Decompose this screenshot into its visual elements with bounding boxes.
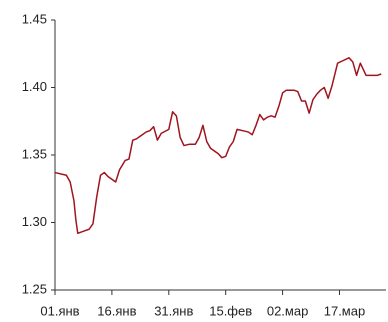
x-tick-label: 15.фев	[209, 303, 252, 318]
x-tick-label: 17.мар	[324, 303, 365, 318]
x-tick-label: 31.янв	[154, 303, 193, 318]
x-tick-label: 16.янв	[97, 303, 136, 318]
x-tick-label: 01.янв	[40, 303, 79, 318]
y-tick-label: 1.40	[22, 79, 47, 94]
x-tick-label: 02.мар	[267, 303, 308, 318]
y-tick-label: 1.30	[22, 214, 47, 229]
line-series	[54, 57, 382, 235]
y-tick-label: 1.35	[22, 146, 47, 161]
y-tick-label: 1.45	[22, 11, 47, 26]
y-tick-label: 1.25	[22, 281, 47, 296]
